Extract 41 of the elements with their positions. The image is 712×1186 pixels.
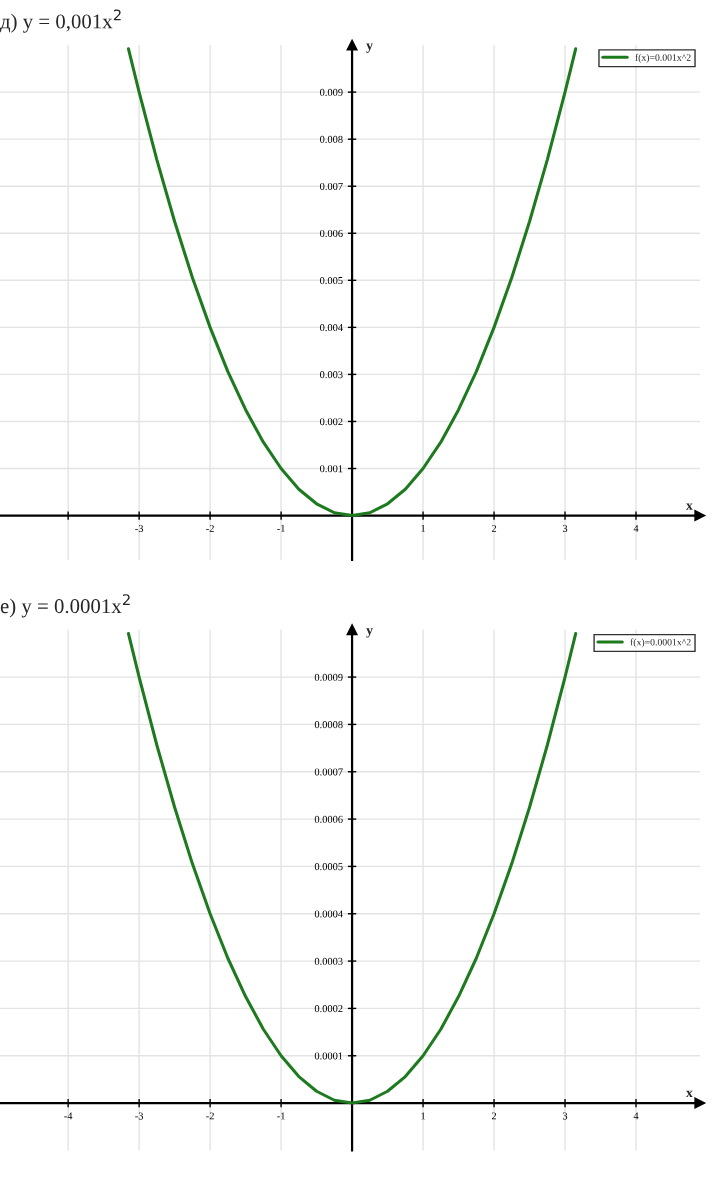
x-axis-title: x [685, 1090, 693, 1098]
x-tick-label: -3 [135, 524, 144, 532]
y-tick-label: 0.0006 [314, 815, 343, 823]
x-tick-label: 1 [421, 1112, 426, 1120]
y-tick-label: 0.0002 [314, 1005, 343, 1013]
y-tick-label: 0.008 [320, 135, 343, 143]
x-tick-label: -3 [135, 1112, 144, 1120]
y-tick-label: 0.0004 [314, 910, 343, 918]
x-tick-label: 4 [633, 524, 639, 532]
y-tick-label: 0.004 [320, 324, 343, 332]
y-tick-label: 0.0008 [314, 721, 343, 729]
x-tick-label: 2 [491, 1112, 497, 1120]
y-tick-label: 0.009 [320, 88, 343, 96]
legend-label: f(x)=0.0001x^2 [630, 638, 691, 648]
legend-label: f(x)=0.001x^2 [635, 53, 691, 63]
x-tick-label: 2 [491, 524, 497, 532]
x-tick-label: 4 [633, 1112, 639, 1120]
y-axis-title: y [366, 43, 373, 53]
chart-title: е) y = 0.0001x$^{2}$ [0, 594, 130, 618]
x-tick-label: -1 [277, 524, 285, 532]
y-tick-label: 0.0009 [314, 673, 343, 681]
x-tick-label: 3 [562, 1112, 568, 1120]
chart-title: д) y = 0,001x$^{2}$ [0, 9, 121, 33]
y-tick-label: 0.001 [320, 465, 343, 473]
x-tick-label: 3 [562, 524, 568, 532]
y-tick-label: 0.006 [320, 229, 343, 238]
x-tick-label: -1 [277, 1112, 285, 1120]
y-tick-label: 0.002 [320, 418, 343, 426]
x-tick-label: -2 [206, 1112, 214, 1120]
x-tick-label: 1 [421, 524, 426, 532]
y-tick-label: 0.0007 [314, 768, 343, 776]
y-tick-label: 0.0003 [314, 957, 343, 965]
y-tick-label: 0.0001 [314, 1052, 343, 1060]
y-tick-label: 0.005 [320, 277, 343, 285]
x-tick-label: -2 [206, 524, 214, 532]
x-tick-label: -4 [64, 1112, 73, 1120]
y-tick-label: 0.003 [320, 371, 343, 379]
x-axis-title: x [685, 503, 693, 510]
y-axis-title: y [366, 628, 373, 638]
y-tick-label: 0.0005 [314, 863, 343, 871]
y-tick-label: 0.007 [320, 182, 343, 190]
